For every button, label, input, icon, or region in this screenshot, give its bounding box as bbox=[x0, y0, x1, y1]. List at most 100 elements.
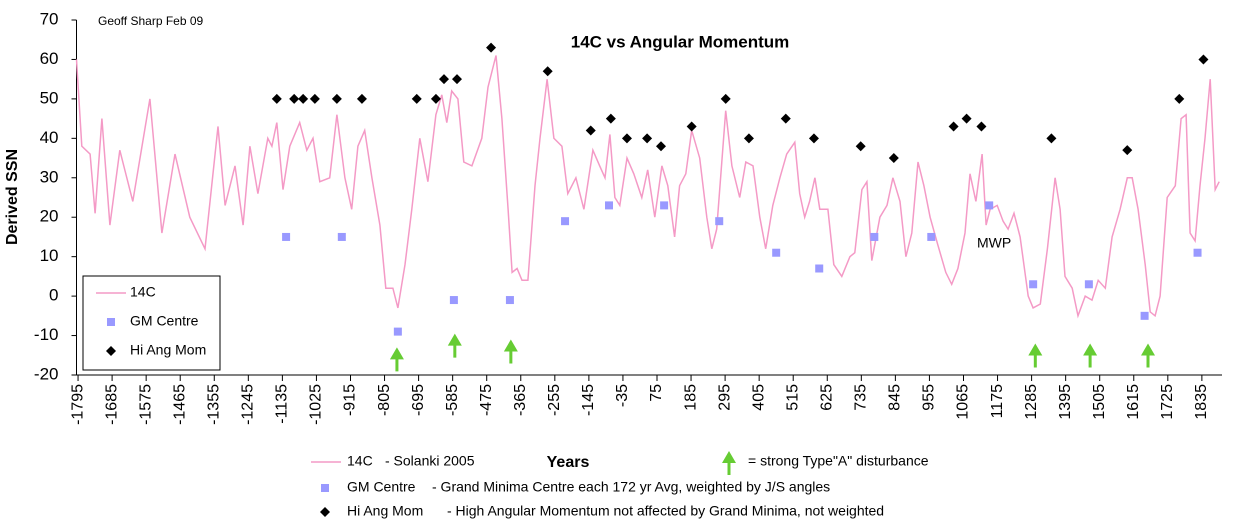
diamond-marker bbox=[451, 74, 462, 85]
x-tick-label: -1135 bbox=[274, 384, 291, 424]
chart-title: 14C vs Angular Momentum bbox=[571, 32, 790, 51]
diamond-marker bbox=[656, 141, 667, 152]
square-marker bbox=[1193, 248, 1202, 257]
x-tick-label: 75 bbox=[648, 384, 665, 402]
diamond-marker bbox=[486, 42, 497, 53]
x-tick-label: 515 bbox=[784, 384, 801, 411]
x-tick-label: -695 bbox=[410, 384, 427, 416]
square-marker bbox=[660, 201, 669, 210]
y-tick-label: 0 bbox=[49, 286, 58, 305]
y-tick-label: 20 bbox=[40, 207, 59, 226]
diamond-marker bbox=[1174, 93, 1185, 104]
y-tick-label: 40 bbox=[40, 128, 59, 147]
x-tick-label: 1175 bbox=[989, 384, 1006, 419]
diamond-marker bbox=[542, 66, 553, 77]
bottom-legend-note: - High Angular Momentum not affected by … bbox=[447, 503, 884, 519]
x-tick-label: 1615 bbox=[1125, 384, 1142, 420]
x-tick-label: -255 bbox=[546, 384, 563, 416]
square-marker bbox=[561, 217, 570, 226]
x-tick-label: -585 bbox=[444, 384, 461, 416]
diamond-marker bbox=[1122, 145, 1133, 156]
square-marker bbox=[1029, 280, 1038, 289]
diamond-marker bbox=[289, 93, 300, 104]
x-tick-label: 735 bbox=[853, 384, 870, 411]
diamond-marker bbox=[605, 113, 616, 124]
square-marker bbox=[927, 232, 936, 241]
diamond-marker bbox=[430, 93, 441, 104]
diamond-marker bbox=[309, 93, 320, 104]
square-marker bbox=[337, 232, 346, 241]
x-tick-label: 1835 bbox=[1193, 384, 1210, 420]
x-tick-label: -915 bbox=[342, 384, 359, 416]
bottom-legend-symbol bbox=[320, 507, 330, 517]
bottom-legend-symbol bbox=[321, 484, 329, 492]
diamond-marker bbox=[961, 113, 972, 124]
bottom-legend-name: 14C bbox=[347, 453, 373, 469]
square-marker bbox=[449, 296, 458, 305]
diamond-marker bbox=[743, 133, 754, 144]
bottom-legend-note: - Solanki 2005 bbox=[385, 453, 475, 469]
diamond-marker bbox=[855, 141, 866, 152]
square-marker bbox=[870, 232, 879, 241]
diamond-marker bbox=[438, 74, 449, 85]
diamond-marker bbox=[1198, 54, 1209, 65]
y-tick-label: 60 bbox=[40, 49, 59, 68]
arrow-marker bbox=[1083, 343, 1098, 368]
legend-label: 14C bbox=[130, 284, 156, 300]
annotation: MWP bbox=[977, 235, 1011, 251]
diamond-marker bbox=[780, 113, 791, 124]
x-tick-label: -805 bbox=[376, 384, 393, 416]
bottom-legend-name: GM Centre bbox=[347, 479, 416, 495]
bottom-legend-note: - Grand Minima Centre each 172 yr Avg, w… bbox=[432, 479, 830, 495]
x-tick-label: -1465 bbox=[171, 384, 188, 425]
x-tick-label: 1505 bbox=[1091, 384, 1108, 420]
x-tick-label: -1025 bbox=[308, 384, 325, 425]
y-tick-label: -20 bbox=[34, 364, 59, 383]
diamond-marker bbox=[298, 93, 309, 104]
arrow-marker bbox=[389, 347, 404, 372]
x-tick-label: -1685 bbox=[103, 384, 120, 425]
diamond-marker bbox=[585, 125, 596, 136]
diamond-marker bbox=[720, 93, 731, 104]
diamond-marker bbox=[411, 93, 422, 104]
diamond-marker bbox=[356, 93, 367, 104]
x-tick-label: 1285 bbox=[1023, 384, 1040, 420]
square-marker bbox=[282, 232, 291, 241]
square-marker bbox=[393, 327, 402, 336]
y-axis-label: Derived SSN bbox=[4, 149, 21, 245]
diamond-marker bbox=[1046, 133, 1057, 144]
x-tick-label: 845 bbox=[887, 384, 904, 411]
diamond-marker bbox=[948, 121, 959, 132]
bottom-legend-symbol bbox=[722, 451, 736, 475]
diamond-marker bbox=[686, 121, 697, 132]
x-tick-label: 405 bbox=[750, 384, 767, 411]
legend-symbol bbox=[106, 346, 116, 356]
x-tick-label: -145 bbox=[580, 384, 597, 416]
square-marker bbox=[1084, 280, 1093, 289]
x-axis-label: Years bbox=[547, 454, 590, 471]
x-tick-label: 625 bbox=[818, 384, 835, 411]
x-tick-label: -1795 bbox=[69, 384, 86, 425]
square-marker bbox=[505, 296, 514, 305]
x-tick-label: -365 bbox=[512, 384, 529, 416]
arrow-marker bbox=[1141, 343, 1156, 368]
square-marker bbox=[715, 217, 724, 226]
x-tick-label: 1065 bbox=[955, 384, 972, 420]
diamond-marker bbox=[808, 133, 819, 144]
y-tick-label: 50 bbox=[40, 88, 59, 107]
x-tick-label: -475 bbox=[478, 384, 495, 416]
arrow-marker bbox=[503, 339, 518, 364]
diamond-marker bbox=[271, 93, 282, 104]
x-tick-label: -35 bbox=[614, 384, 631, 407]
y-tick-label: 70 bbox=[40, 9, 59, 28]
diamond-marker bbox=[888, 153, 899, 164]
square-marker bbox=[1140, 311, 1149, 320]
square-marker bbox=[772, 248, 781, 257]
diamond-marker bbox=[621, 133, 632, 144]
square-marker bbox=[985, 201, 994, 210]
arrow-marker bbox=[447, 333, 462, 358]
bottom-legend-name: = strong Type"A" disturbance bbox=[748, 453, 929, 469]
square-marker bbox=[605, 201, 614, 210]
x-tick-label: -1245 bbox=[240, 384, 257, 425]
